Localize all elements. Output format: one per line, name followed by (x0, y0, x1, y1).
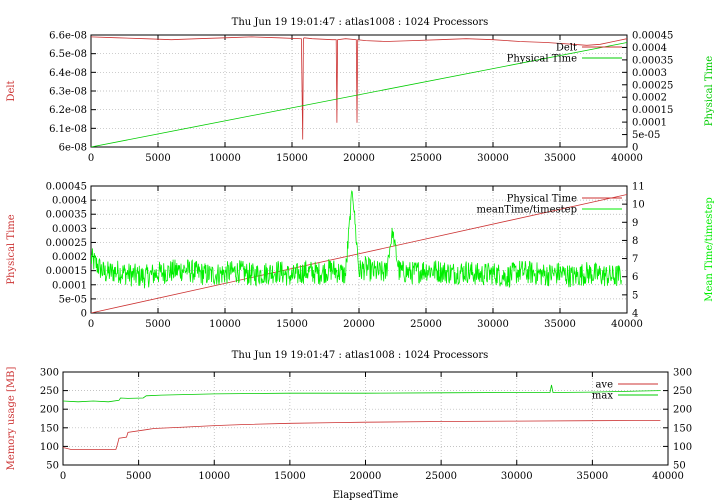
y2-tick-label: 250 (673, 386, 692, 397)
y2-tick-label: 4 (632, 309, 638, 320)
x-tick-label: 20000 (343, 319, 375, 330)
y2-tick-label: 0.00025 (632, 80, 673, 91)
y2-tick-label: 0.00035 (632, 55, 673, 66)
y-tick-label: 0.00035 (46, 210, 87, 221)
series-line-physical-time (91, 194, 627, 313)
x-tick-label: 15000 (274, 471, 306, 482)
x-tick-label: 30000 (501, 471, 533, 482)
y2-tick-label: 6 (632, 272, 638, 283)
y-tick-label: 0.00045 (46, 182, 87, 193)
y2-tick-label: 11 (632, 182, 645, 193)
y-tick-label: 0.0001 (52, 280, 87, 291)
chart-title: Thu Jun 19 19:01:47 : atlas1008 : 1024 P… (232, 350, 489, 361)
chart-title: Thu Jun 19 19:01:47 : atlas1008 : 1024 P… (232, 17, 489, 28)
y2-axis-label: Physical Time (704, 56, 715, 126)
x-tick-label: 30000 (477, 153, 509, 164)
y-tick-label: 6.1e-08 (49, 124, 87, 135)
x-tick-label: 25000 (410, 319, 442, 330)
x-tick-label: 20000 (350, 471, 382, 482)
legend-label: Delt (556, 43, 577, 54)
x-tick-label: 40000 (611, 153, 643, 164)
y-tick-label: 250 (40, 386, 59, 397)
y2-axis-label: Mean Time/timestep (704, 197, 715, 301)
y2-tick-label: 5 (632, 290, 638, 301)
x-tick-label: 35000 (544, 319, 576, 330)
x-tick-label: 30000 (477, 319, 509, 330)
x-tick-label: 10000 (209, 319, 241, 330)
series-line-ave (63, 420, 661, 450)
series-line-max (63, 384, 661, 403)
legend-label: Physical Time (507, 54, 577, 65)
y-tick-label: 200 (40, 405, 59, 416)
y-axis-label: Memory usage [MB] (6, 367, 17, 471)
y2-tick-label: 9 (632, 218, 638, 229)
x-tick-label: 15000 (276, 319, 308, 330)
y2-tick-label: 50 (673, 461, 686, 472)
x-axis-label: ElapsedTime (333, 490, 399, 501)
y-tick-label: 100 (40, 442, 59, 453)
y-tick-label: 50 (46, 461, 59, 472)
x-tick-label: 40000 (611, 319, 643, 330)
chart-2 (90, 185, 628, 314)
y2-tick-label: 0.00045 (632, 31, 673, 42)
x-tick-label: 0 (88, 319, 94, 330)
y-tick-label: 0.0003 (52, 224, 87, 235)
y2-tick-label: 0.0001 (632, 118, 667, 129)
y-tick-label: 300 (40, 368, 59, 379)
y-axis-label: Delt (6, 80, 17, 101)
legend-label: ave (595, 380, 613, 391)
x-tick-label: 0 (88, 153, 94, 164)
x-tick-label: 0 (60, 471, 66, 482)
y2-tick-label: 200 (673, 405, 692, 416)
x-tick-label: 10000 (198, 471, 230, 482)
y-tick-label: 0.00025 (46, 238, 87, 249)
legend-label: meanTime/timestep (476, 205, 577, 216)
x-tick-label: 25000 (425, 471, 457, 482)
y2-tick-label: 100 (673, 442, 692, 453)
series-line-physical-time (91, 42, 627, 147)
legend-label: max (592, 391, 613, 402)
y-tick-label: 6.6e-08 (49, 31, 87, 42)
x-tick-label: 20000 (343, 153, 375, 164)
y2-tick-label: 0.0003 (632, 68, 667, 79)
series-line-meantime-timestep (91, 190, 622, 289)
y2-tick-label: 150 (673, 423, 692, 434)
y-tick-label: 6.5e-08 (49, 49, 87, 60)
chart-3 (62, 371, 669, 466)
x-tick-label: 10000 (209, 153, 241, 164)
y2-tick-label: 7 (632, 254, 638, 265)
x-tick-label: 5000 (126, 471, 151, 482)
y2-tick-label: 0 (632, 143, 638, 154)
plot-frame (62, 371, 669, 466)
y-tick-label: 6.4e-08 (49, 68, 87, 79)
x-tick-label: 5000 (145, 153, 170, 164)
y-tick-label: 6.3e-08 (49, 87, 87, 98)
chart-1 (90, 34, 628, 148)
y2-tick-label: 0.0004 (632, 43, 667, 54)
y-tick-label: 0.00015 (46, 266, 87, 277)
y-tick-label: 6.2e-08 (49, 105, 87, 116)
x-tick-label: 35000 (576, 471, 608, 482)
y-tick-label: 150 (40, 423, 59, 434)
x-tick-label: 5000 (145, 319, 170, 330)
x-tick-label: 15000 (276, 153, 308, 164)
y2-tick-label: 5e-05 (632, 130, 660, 141)
series-line-delt (91, 36, 627, 140)
y2-tick-label: 8 (632, 236, 638, 247)
y2-tick-label: 0.0002 (632, 93, 667, 104)
y-axis-label: Physical Time (6, 214, 17, 284)
y-tick-label: 6e-08 (59, 143, 87, 154)
y2-tick-label: 10 (632, 200, 645, 211)
x-tick-label: 40000 (652, 471, 684, 482)
y2-tick-label: 300 (673, 368, 692, 379)
y2-tick-label: 0.00015 (632, 105, 673, 116)
y-tick-label: 0.0002 (52, 252, 87, 263)
x-tick-label: 25000 (410, 153, 442, 164)
legend-label: Physical Time (507, 194, 577, 205)
y-tick-label: 5e-05 (59, 294, 87, 305)
x-tick-label: 35000 (544, 153, 576, 164)
y-tick-label: 0.0004 (52, 196, 87, 207)
y-tick-label: 0 (81, 309, 87, 320)
